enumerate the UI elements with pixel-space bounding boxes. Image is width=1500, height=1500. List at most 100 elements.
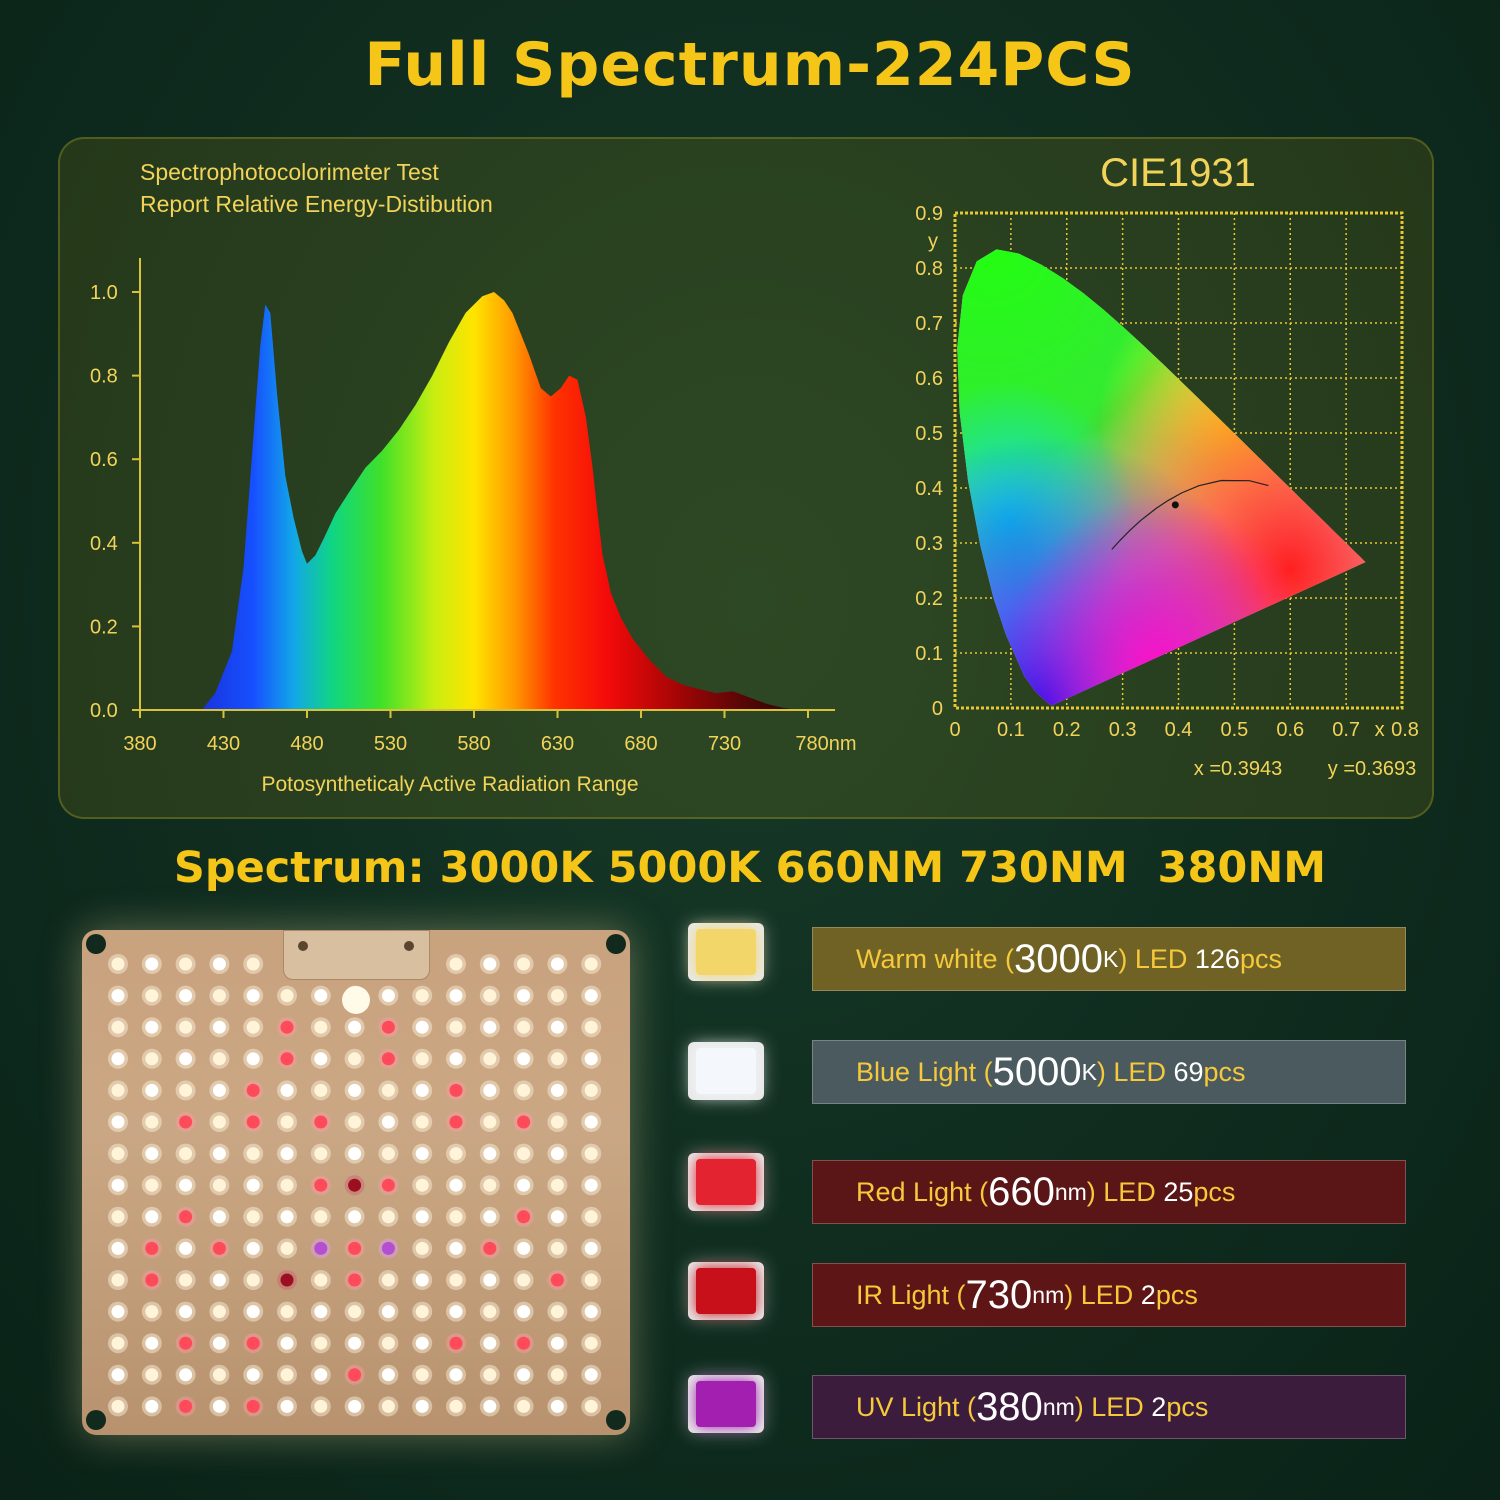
led-cool-white [145,1210,159,1224]
led-spec-bar: Red Light (660 nm) LED 25 pcs [812,1160,1406,1224]
cie-y-tick-label: 0.5 [915,423,943,445]
led-spec-value: 730 [965,1272,1033,1317]
led-spec-bar: IR Light (730 nm) LED 2 pcs [812,1263,1406,1327]
led-cool-white [483,1273,497,1287]
led-cool-white [145,1020,159,1034]
led-warm-white [212,1368,226,1382]
led-spec-unit: nm [1032,1281,1065,1308]
led-warm-white [314,1210,328,1224]
led-warm-white [449,957,463,971]
led-red [314,1178,328,1192]
led-warm-white [517,957,531,971]
led-spec-value: 380 [976,1384,1043,1429]
led-spec-count: 2 [1151,1391,1167,1422]
led-warm-white [584,1147,598,1161]
led-cool-white [348,1399,362,1413]
led-spec-post: ) LED [1064,1279,1141,1310]
led-spec-unit: nm [1042,1393,1075,1420]
led-cool-white [550,1399,564,1413]
led-ir [348,1178,362,1192]
led-spec-value: 660 [988,1169,1055,1214]
led-cool-white [584,1305,598,1319]
led-cool-white [280,1336,294,1350]
cie-frame [953,211,1404,710]
led-uv [381,1241,395,1255]
board-corner-notch [86,1410,106,1430]
led-cool-white [381,989,395,1003]
led-warm-white [517,1399,531,1413]
led-cool-white [145,957,159,971]
board-corner-notch [606,934,626,954]
led-warm-white [550,1305,564,1319]
led-cool-white [381,1305,395,1319]
led-red [381,1020,395,1034]
led-spec-count: 126 [1194,943,1240,974]
led-cool-white [584,1052,598,1066]
led-warm-white [314,1147,328,1161]
led-cool-white [280,1210,294,1224]
led-red [348,1368,362,1382]
led-chip-icon [688,1375,764,1433]
led-cool-white [449,1305,463,1319]
cie-x-readout: x =0.3943 [1194,758,1282,780]
led-warm-white [550,1368,564,1382]
led-spec-prefix: Red Light ( [856,1176,989,1207]
led-warm-white [449,1020,463,1034]
led-warm-white [212,1305,226,1319]
led-red [314,1115,328,1129]
led-chip-icon [688,923,764,981]
spectrum-y-tick-label: 1.0 [90,282,118,304]
led-cool-white [280,1083,294,1097]
led-cool-white [550,1083,564,1097]
led-cool-white [179,1368,193,1382]
led-cool-white [550,1020,564,1034]
led-spec-value: 5000 [992,1049,1082,1094]
led-warm-white [381,1147,395,1161]
led-cool-white [584,1241,598,1255]
led-spec-unit: K [1081,1058,1097,1085]
cie-x-tick-label: 0.3 [1109,719,1137,741]
led-warm-white [348,1115,362,1129]
led-warm-white [111,1336,125,1350]
led-warm-white [145,1368,159,1382]
led-warm-white [415,1115,429,1129]
cie-x-tick-label: 0.8 [1391,719,1419,741]
led-warm-white [449,1210,463,1224]
led-cool-white [449,1241,463,1255]
led-cool-white [483,1210,497,1224]
led-cool-white [415,1336,429,1350]
led-warm-white [550,1052,564,1066]
led-spec-prefix: UV Light ( [856,1391,977,1422]
led-warm-white [246,1147,260,1161]
cie-x-tick-label: 0.6 [1276,719,1304,741]
spectrum-y-tick-label: 0.4 [90,533,118,555]
led-chip-icon [688,1153,764,1211]
led-cool-white [111,1305,125,1319]
cie-x-tick-label: 0.1 [997,719,1025,741]
led-warm-white [449,1273,463,1287]
led-warm-white [111,1273,125,1287]
led-red [280,1020,294,1034]
cie-y-tick-label: 0.2 [915,588,943,610]
cie-x-tick-label: 0.4 [1165,719,1193,741]
led-cool-white [483,1020,497,1034]
led-warm-white [314,1336,328,1350]
led-red [449,1336,463,1350]
led-warm-white [483,989,497,1003]
led-red [179,1210,193,1224]
led-warm-white [246,1273,260,1287]
cie-y-tick-label: 0.7 [915,313,943,335]
led-cool-white [212,1020,226,1034]
led-warm-white [145,1115,159,1129]
led-warm-white [517,1020,531,1034]
led-cool-white [449,989,463,1003]
led-warm-white [381,1273,395,1287]
led-warm-white [111,1210,125,1224]
led-spec-prefix: IR Light ( [856,1279,966,1310]
led-red [517,1210,531,1224]
led-spec-post: ) LED [1086,1176,1164,1207]
led-warm-white [314,1083,328,1097]
led-cool-white [246,1241,260,1255]
led-spec-value: 3000 [1014,936,1103,981]
led-warm-white [246,957,260,971]
